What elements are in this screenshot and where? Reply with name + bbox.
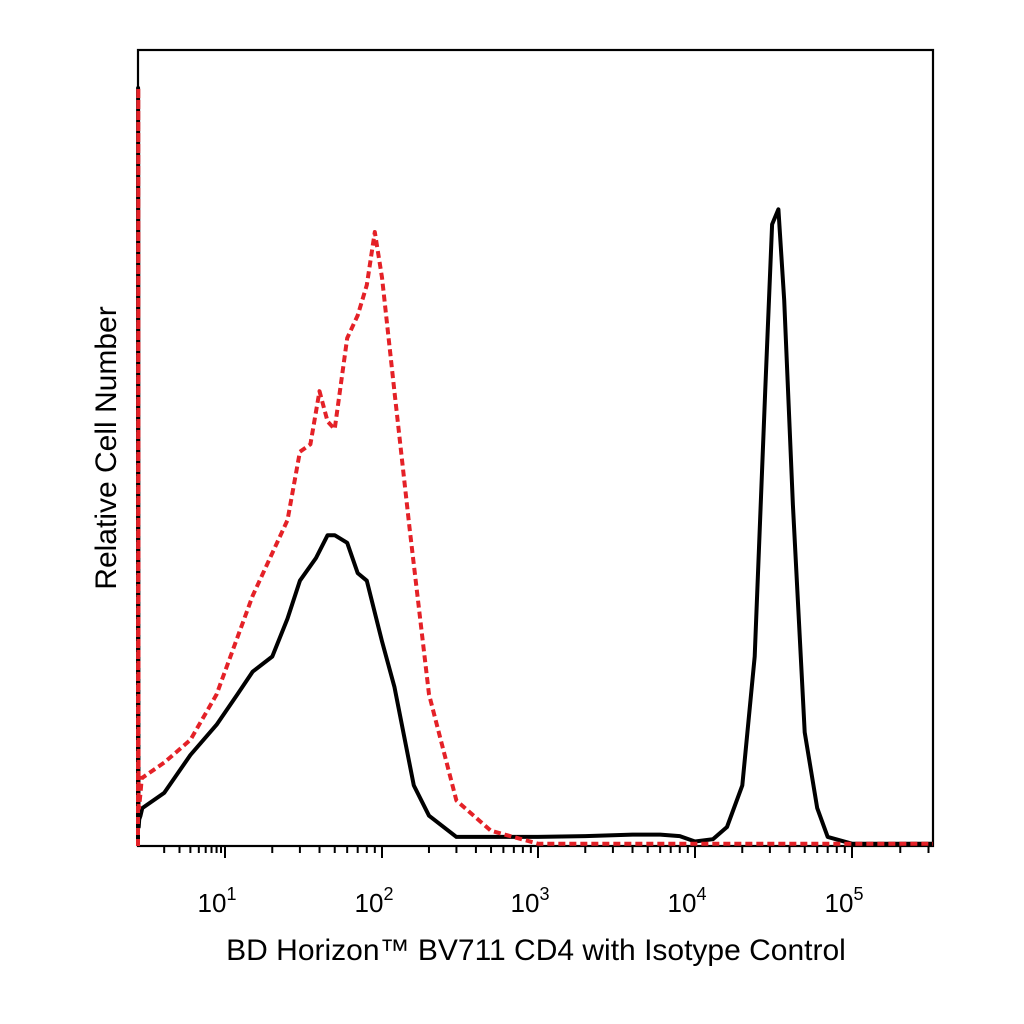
series-cd4-line xyxy=(136,86,933,847)
y-axis-label: Relative Cell Number xyxy=(90,306,123,589)
x-tick-label: 101 xyxy=(198,884,237,918)
plot-area xyxy=(136,48,935,848)
x-axis-label: BD Horizon™ BV711 CD4 with Isotype Contr… xyxy=(226,934,846,967)
x-tick-label: 104 xyxy=(668,884,707,918)
x-tick-label: 105 xyxy=(825,884,864,918)
x-axis-tick-labels: 101 102 103 104 105 xyxy=(198,884,864,918)
plot-frame xyxy=(136,48,935,848)
x-tick-label: 102 xyxy=(355,884,394,918)
series-isotype-line xyxy=(136,86,933,847)
x-axis-ticks xyxy=(163,846,930,858)
x-tick-label: 103 xyxy=(511,884,550,918)
